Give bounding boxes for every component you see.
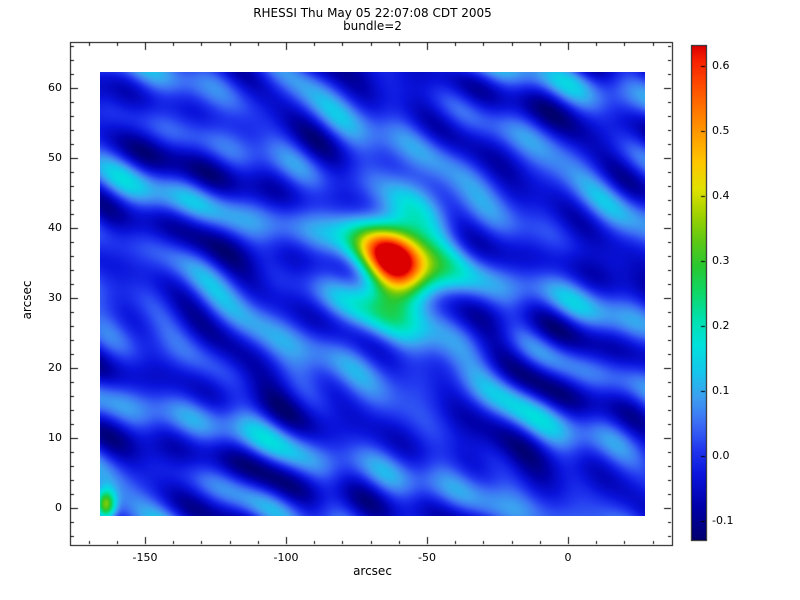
y-tick-label: 60 xyxy=(48,81,62,95)
chart-title: RHESSI Thu May 05 22:07:08 CDT 2005 xyxy=(253,6,492,20)
y-tick-label: 50 xyxy=(48,151,62,165)
colorbar-tick-label: 0.6 xyxy=(712,58,730,72)
colorbar-tick-label: 0.1 xyxy=(712,383,730,397)
colorbar xyxy=(692,46,706,540)
chart-subtitle: bundle=2 xyxy=(343,19,402,33)
colorbar-tick-label: 0.0 xyxy=(712,448,730,462)
y-tick-label: 0 xyxy=(55,500,62,514)
x-tick-label: -100 xyxy=(273,551,299,564)
x-tick-label: 0 xyxy=(564,551,572,564)
colorbar-tick-label: 0.5 xyxy=(712,123,730,137)
y-tick-label: 40 xyxy=(48,221,62,235)
colorbar-tick-label: 0.4 xyxy=(712,188,730,202)
heatmap-image xyxy=(100,72,645,516)
x-tick-label: -150 xyxy=(132,551,158,564)
y-tick-label: 30 xyxy=(48,291,62,305)
y-tick-label: 20 xyxy=(48,361,62,374)
x-axis-label: arcsec xyxy=(353,564,392,578)
y-tick-label: 10 xyxy=(48,430,62,444)
colorbar-tick-label: 0.2 xyxy=(712,318,730,332)
colorbar-tick-label: -0.1 xyxy=(712,513,734,527)
x-tick-label: -50 xyxy=(417,551,436,564)
colorbar-tick-label: 0.3 xyxy=(712,253,730,267)
